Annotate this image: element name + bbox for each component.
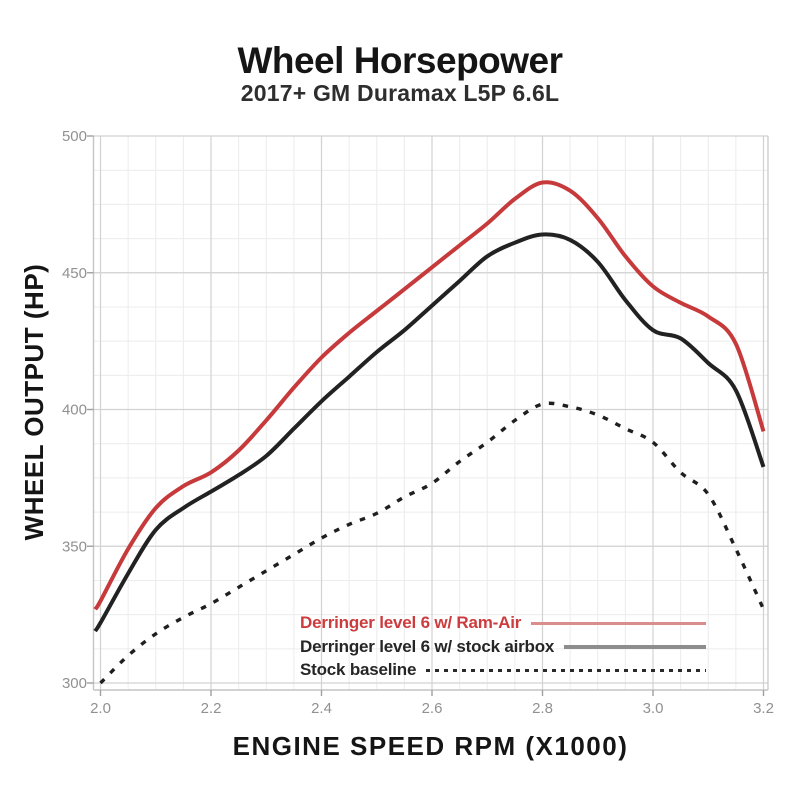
chart-subtitle: 2017+ GM Duramax L5P 6.6L: [240, 80, 560, 106]
legend-label-ram-air: Derringer level 6 w/ Ram-Air: [300, 613, 522, 632]
curve-stock-airbox: [93, 232, 766, 633]
legend-label-stock-baseline: Stock baseline: [300, 660, 417, 679]
curve-stock-baseline: [99, 401, 766, 685]
x-axis-title: ENGINE SPEED RPM (X1000): [232, 731, 629, 761]
legend-row-stock-airbox: Derringer level 6 w/ stock airbox: [300, 636, 706, 658]
x-tick-label: 2.8: [532, 700, 553, 717]
chart-title: Wheel Horsepower: [237, 40, 563, 81]
x-tick-label: 3.2: [753, 700, 774, 717]
legend-line-sample-stock-baseline: [426, 668, 706, 672]
legend-line-sample-stock-airbox: [564, 644, 706, 650]
y-tick-label: 450: [62, 265, 87, 282]
x-tick-label: 2.4: [311, 700, 332, 717]
x-tick-label: 2.0: [90, 700, 111, 717]
y-tick-label: 500: [62, 128, 87, 145]
legend-row-ram-air: Derringer level 6 w/ Ram-Air: [300, 612, 706, 634]
y-axis-title: WHEEL OUTPUT (HP): [19, 263, 49, 541]
curve-ram-air: [93, 180, 766, 611]
legend-row-stock-baseline: Stock baseline: [300, 659, 706, 681]
y-tick-label: 400: [62, 402, 87, 419]
x-tick-label: 2.2: [201, 700, 222, 717]
y-tick-label: 350: [62, 538, 87, 555]
x-tick-label: 3.0: [643, 700, 664, 717]
legend-label-stock-airbox: Derringer level 6 w/ stock airbox: [300, 637, 555, 656]
x-tick-label: 2.6: [422, 700, 443, 717]
y-tick-label: 300: [62, 675, 87, 692]
legend-line-sample-ram-air: [531, 621, 706, 625]
